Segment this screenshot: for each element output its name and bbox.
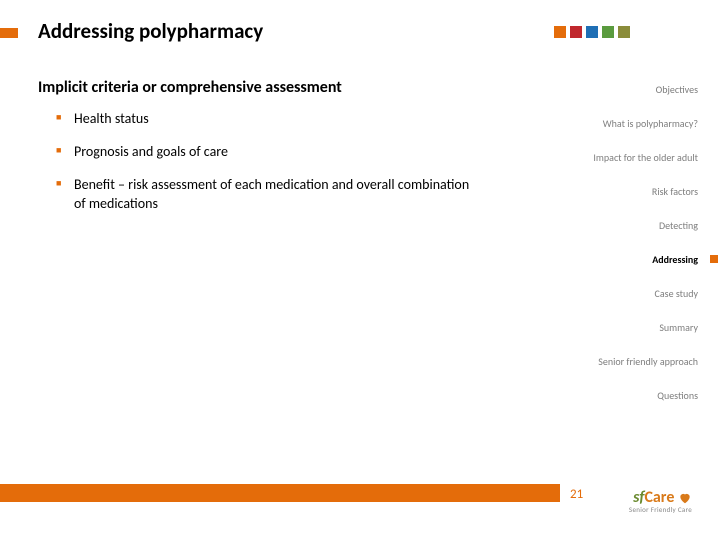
sidebar-item-questions: Questions <box>578 390 698 402</box>
bottom-accent-bar <box>0 484 560 502</box>
bullet-item: Health status <box>56 110 476 129</box>
corner-square-2 <box>570 26 582 38</box>
sidebar-item-casestudy: Case study <box>578 288 698 300</box>
slide: Addressing polypharmacy Implicit criteri… <box>0 0 720 540</box>
corner-square-1 <box>554 26 566 38</box>
sidebar-item-objectives: Objectives <box>578 84 698 96</box>
page-title: Addressing polypharmacy <box>38 18 263 44</box>
page-number: 21 <box>570 487 583 502</box>
bullet-item: Benefit – risk assessment of each medica… <box>56 176 476 214</box>
bullet-item: Prognosis and goals of care <box>56 143 476 162</box>
logo-tagline: Senior Friendly Care <box>629 505 692 514</box>
sidebar-item-riskfactors: Risk factors <box>578 186 698 198</box>
corner-squares <box>554 26 630 38</box>
heart-icon <box>678 491 692 505</box>
corner-square-5 <box>618 26 630 38</box>
subtitle: Implicit criteria or comprehensive asses… <box>38 78 342 97</box>
sidebar-item-summary: Summary <box>578 322 698 334</box>
title-accent-bar <box>0 28 18 38</box>
corner-square-4 <box>602 26 614 38</box>
corner-square-3 <box>586 26 598 38</box>
sidebar-item-label: Addressing <box>652 253 698 266</box>
sidebar-item-whatis: What is polypharmacy? <box>578 118 698 130</box>
sidebar-item-sfapproach: Senior friendly approach <box>578 356 698 368</box>
sidebar-active-marker <box>710 255 718 263</box>
sidebar-item-addressing: Addressing <box>578 254 698 266</box>
sidebar-item-impact: Impact for the older adult <box>578 152 698 164</box>
sidebar-nav: Objectives What is polypharmacy? Impact … <box>578 84 698 424</box>
bullet-list: Health status Prognosis and goals of car… <box>56 110 476 228</box>
sidebar-item-detecting: Detecting <box>578 220 698 232</box>
footer-logo: sfCare Senior Friendly Care <box>629 488 692 514</box>
